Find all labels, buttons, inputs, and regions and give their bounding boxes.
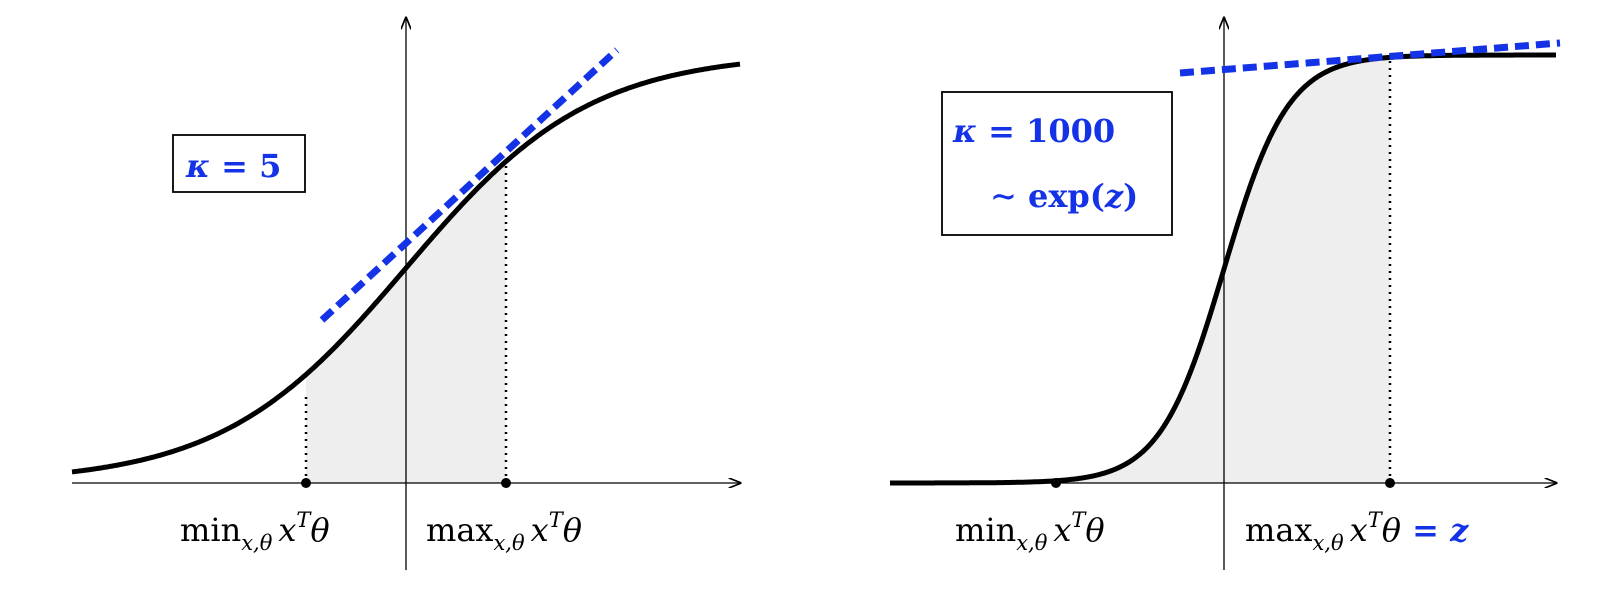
left-min-theta: θ <box>310 511 329 549</box>
right-max-label: maxx,θ xTθ = z <box>1245 508 1469 555</box>
right-max-sup: T <box>1368 508 1384 532</box>
right-max-x: x <box>1350 511 1368 549</box>
right-z-var: z <box>1449 511 1469 549</box>
left-max-op: max <box>426 511 493 549</box>
right-max-point <box>1385 478 1395 488</box>
right-max-sub: x,θ <box>1312 531 1344 555</box>
left-max-theta: θ <box>563 511 582 549</box>
right-min-point <box>1051 478 1061 488</box>
right-approx-close: ) <box>1123 177 1138 215</box>
left-max-sub: x,θ <box>493 531 525 555</box>
left-max-point <box>501 478 511 488</box>
left-panel: κ = 5 minx,θ xTθ maxx,θ xTθ <box>71 18 741 570</box>
right-eq-sign: = <box>1401 511 1450 549</box>
right-kappa-box <box>941 91 1173 236</box>
left-max-label: maxx,θ xTθ <box>426 508 582 555</box>
left-min-op: min <box>180 511 241 549</box>
left-max-sup: T <box>549 508 565 532</box>
left-min-point <box>301 478 311 488</box>
right-kappa-label: κ = 1000 <box>952 112 1115 150</box>
right-panel: κ = 1000 ∼ exp(z) minx,θ xTθ maxx,θ xTθ = … <box>890 18 1561 570</box>
left-min-label: minx,θ xTθ <box>180 508 330 555</box>
right-kappa-symbol: κ <box>952 112 977 150</box>
right-max-op: max <box>1245 511 1312 549</box>
left-kappa-value: = 5 <box>210 147 281 185</box>
right-min-theta: θ <box>1085 511 1104 549</box>
left-min-x: x <box>278 511 296 549</box>
right-min-sub: x,θ <box>1016 531 1048 555</box>
left-min-sup: T <box>296 508 312 532</box>
right-shaded-region <box>1056 57 1390 484</box>
right-approx-label: ∼ exp(z) <box>990 177 1138 215</box>
right-min-op: min <box>955 511 1016 549</box>
right-tangent-line <box>1179 39 1561 77</box>
right-min-sup: T <box>1071 508 1087 532</box>
left-kappa-box <box>172 134 306 193</box>
left-min-sub: x,θ <box>241 531 273 555</box>
left-kappa-symbol: κ <box>185 147 210 185</box>
right-min-label: minx,θ xTθ <box>955 508 1105 555</box>
left-kappa-label: κ = 5 <box>185 147 281 185</box>
right-min-x: x <box>1053 511 1071 549</box>
right-max-theta: θ <box>1382 511 1401 549</box>
left-sigmoid-curve <box>71 61 741 475</box>
left-tangent-line <box>319 47 620 323</box>
right-approx-text: ∼ exp( <box>990 177 1105 215</box>
right-approx-var: z <box>1104 177 1124 215</box>
left-max-x: x <box>531 511 549 549</box>
right-kappa-value: = 1000 <box>977 112 1115 150</box>
